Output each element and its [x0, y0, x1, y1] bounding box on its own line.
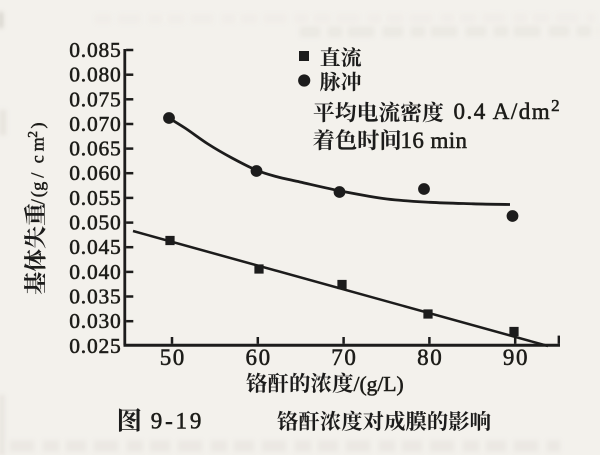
svg-text:9-19: 9-19	[151, 409, 204, 434]
svg-text:0.035: 0.035	[69, 285, 121, 309]
svg-text:0.065: 0.065	[69, 137, 121, 161]
svg-text:): )	[28, 122, 49, 128]
svg-text:80: 80	[417, 345, 443, 370]
svg-text:/: /	[28, 199, 48, 204]
svg-text:50: 50	[160, 345, 186, 370]
svg-text:0.045: 0.045	[69, 235, 121, 259]
svg-text:/: /	[28, 173, 48, 178]
svg-text:0.075: 0.075	[69, 87, 121, 111]
svg-text:(: (	[28, 191, 49, 197]
svg-text:0.070: 0.070	[69, 112, 121, 136]
svg-text:2: 2	[25, 131, 40, 138]
svg-text:70: 70	[331, 345, 357, 370]
svg-text:60: 60	[245, 345, 271, 370]
svg-text:c: c	[28, 155, 48, 163]
svg-text:0.4 A/dm2: 0.4 A/dm2	[454, 96, 562, 124]
svg-text:m: m	[28, 137, 48, 151]
svg-text:0.080: 0.080	[69, 63, 121, 87]
svg-text:16 min: 16 min	[401, 128, 468, 153]
svg-text:0.050: 0.050	[69, 211, 121, 235]
svg-text:0.030: 0.030	[69, 309, 121, 333]
svg-text:/(g/L): /(g/L)	[354, 372, 404, 396]
svg-text:0.025: 0.025	[69, 334, 121, 358]
svg-text:0.085: 0.085	[69, 38, 121, 62]
svg-text:0.060: 0.060	[69, 161, 121, 185]
svg-text:90: 90	[503, 345, 529, 370]
svg-text:g: g	[28, 182, 48, 191]
svg-text:0.055: 0.055	[69, 186, 121, 210]
svg-text:0.040: 0.040	[69, 260, 121, 284]
